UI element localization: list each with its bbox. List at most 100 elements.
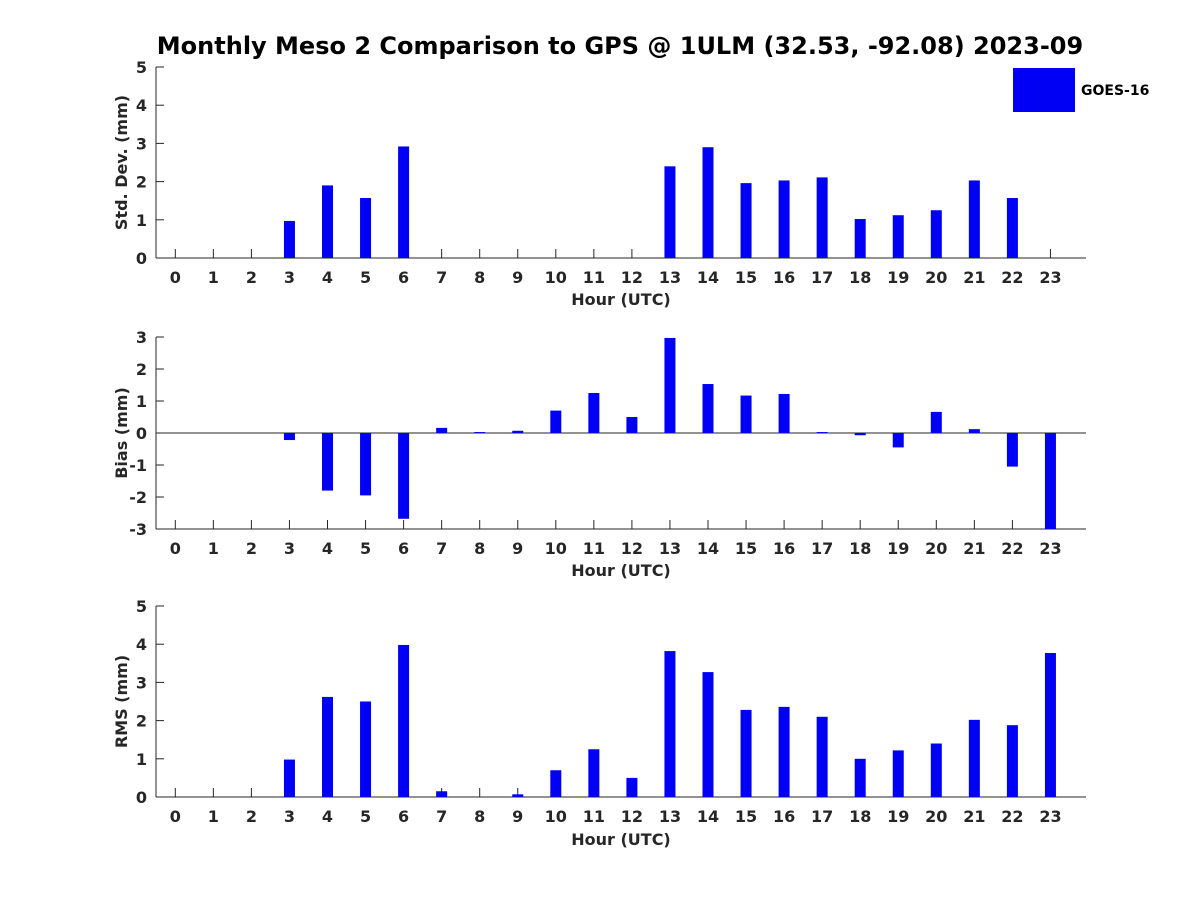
std-dev-bar-18 xyxy=(854,219,866,258)
rms-x-tick-label: 12 xyxy=(621,807,643,826)
bias-x-tick-label: 23 xyxy=(1039,539,1061,558)
std-dev-y-tick-label: 3 xyxy=(136,134,147,153)
std-dev-x-tick-label: 14 xyxy=(697,268,719,287)
std-dev-x-tick-label: 17 xyxy=(811,268,833,287)
legend: GOES-16 xyxy=(1013,68,1149,112)
bias-x-tick-label: 11 xyxy=(583,539,605,558)
bias-bar-3 xyxy=(283,433,295,441)
std-dev-bar-19 xyxy=(892,215,904,258)
bias-bar-19 xyxy=(892,433,904,448)
std-dev-bar-22 xyxy=(1006,198,1018,258)
bias-bar-11 xyxy=(588,393,600,433)
bias-bar-20 xyxy=(930,411,942,433)
std-dev-x-tick-label: 21 xyxy=(963,268,985,287)
rms-x-tick-label: 7 xyxy=(436,807,447,826)
bias-x-tick-label: 22 xyxy=(1001,539,1023,558)
bias-bar-23 xyxy=(1044,433,1056,529)
bias-bar-4 xyxy=(322,433,333,491)
bias-x-tick-label: 12 xyxy=(621,539,643,558)
rms-bar-22 xyxy=(1006,725,1018,797)
std-dev-y-tick-label: 2 xyxy=(136,173,147,192)
bias-y-tick-label: 2 xyxy=(136,360,147,379)
rms-y-tick-label: 5 xyxy=(136,597,147,616)
bias-x-tick-label: 5 xyxy=(360,539,371,558)
rms-bar-23 xyxy=(1044,652,1056,797)
bias-x-tick-label: 19 xyxy=(887,539,909,558)
rms-y-tick-label: 0 xyxy=(136,788,147,807)
bias-bar-8 xyxy=(474,432,486,433)
std-dev-bar-16 xyxy=(778,180,790,258)
bias-x-tick-label: 2 xyxy=(246,539,257,558)
std-dev-x-tick-label: 2 xyxy=(246,268,257,287)
chart-title: Monthly Meso 2 Comparison to GPS @ 1ULM … xyxy=(157,32,1083,60)
rms-bar-18 xyxy=(854,758,866,797)
rms-x-tick-label: 18 xyxy=(849,807,871,826)
rms-x-tick-label: 5 xyxy=(360,807,371,826)
bias-y-tick-label: 1 xyxy=(136,392,147,411)
rms-bar-17 xyxy=(816,716,828,797)
rms-y-label: RMS (mm) xyxy=(112,655,131,748)
rms-bar-16 xyxy=(778,706,790,797)
bias-bar-13 xyxy=(664,337,676,433)
rms-bar-11 xyxy=(588,749,600,797)
std-dev-bar-14 xyxy=(702,147,714,258)
std-dev-x-tick-label: 18 xyxy=(849,268,871,287)
std-dev-x-label: Hour (UTC) xyxy=(571,290,671,309)
bias-bar-21 xyxy=(968,429,980,433)
bias-bar-17 xyxy=(816,432,828,433)
std-dev-x-tick-label: 19 xyxy=(887,268,909,287)
bias-bar-6 xyxy=(398,433,410,519)
std-dev-bar-4 xyxy=(322,185,333,258)
std-dev-x-tick-label: 8 xyxy=(474,268,485,287)
bias-x-tick-label: 1 xyxy=(208,539,219,558)
rms-x-tick-label: 11 xyxy=(583,807,605,826)
rms-bar-5 xyxy=(360,701,372,797)
rms-bar-20 xyxy=(930,743,942,797)
bias-y-tick-label: -1 xyxy=(129,456,147,475)
rms-x-tick-label: 15 xyxy=(735,807,757,826)
rms-bar-9 xyxy=(512,794,524,797)
rms-x-tick-label: 0 xyxy=(170,807,181,826)
rms-x-tick-label: 4 xyxy=(322,807,333,826)
rms-bar-4 xyxy=(322,696,333,797)
std-dev-y-tick-label: 5 xyxy=(136,58,147,77)
bias-y-tick-label: 3 xyxy=(136,328,147,347)
std-dev-x-tick-label: 10 xyxy=(545,268,567,287)
rms-bar-10 xyxy=(550,770,562,797)
bias-x-tick-label: 8 xyxy=(474,539,485,558)
rms-bar-15 xyxy=(740,709,752,797)
std-dev-x-tick-label: 12 xyxy=(621,268,643,287)
std-dev-bar-21 xyxy=(968,180,980,258)
bias-bar-16 xyxy=(778,393,790,433)
rms-bar-7 xyxy=(436,791,448,797)
bias-x-tick-label: 21 xyxy=(963,539,985,558)
bias-x-tick-label: 16 xyxy=(773,539,795,558)
std-dev-x-tick-label: 20 xyxy=(925,268,947,287)
std-dev-bar-17 xyxy=(816,177,828,258)
bias-bar-18 xyxy=(854,433,866,436)
rms-x-tick-label: 2 xyxy=(246,807,257,826)
std-dev-x-tick-label: 13 xyxy=(659,268,681,287)
std-dev-x-tick-label: 22 xyxy=(1001,268,1023,287)
rms-x-tick-label: 13 xyxy=(659,807,681,826)
bias-x-tick-label: 14 xyxy=(697,539,719,558)
bias-y-tick-label: -3 xyxy=(129,520,147,539)
rms-x-tick-label: 8 xyxy=(474,807,485,826)
rms-bar-19 xyxy=(892,750,904,797)
bias-y-tick-label: -2 xyxy=(129,488,147,507)
std-dev-x-tick-label: 11 xyxy=(583,268,605,287)
std-dev-x-tick-label: 15 xyxy=(735,268,757,287)
std-dev-y-tick-label: 0 xyxy=(136,249,147,268)
rms-y-tick-label: 4 xyxy=(136,635,147,654)
bias-y-tick-label: 0 xyxy=(136,424,147,443)
rms-x-tick-label: 22 xyxy=(1001,807,1023,826)
std-dev-bar-20 xyxy=(930,210,942,258)
rms-x-tick-label: 14 xyxy=(697,807,719,826)
bias-bar-7 xyxy=(436,427,448,433)
bias-x-tick-label: 18 xyxy=(849,539,871,558)
rms-x-tick-label: 6 xyxy=(398,807,409,826)
rms-x-tick-label: 19 xyxy=(887,807,909,826)
